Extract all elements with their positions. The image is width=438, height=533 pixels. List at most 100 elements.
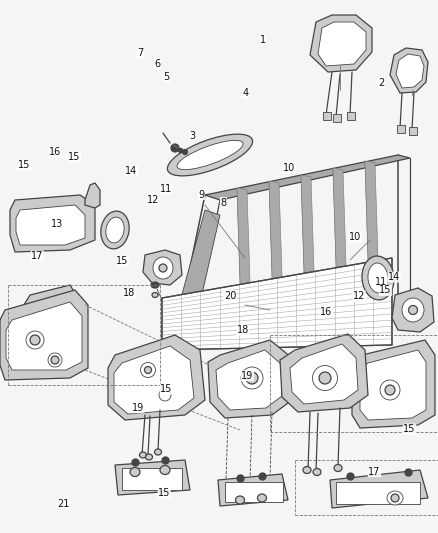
Ellipse shape [151, 282, 159, 288]
Text: 20: 20 [224, 291, 236, 301]
Ellipse shape [334, 464, 342, 472]
Text: 12: 12 [353, 291, 365, 301]
Polygon shape [360, 350, 426, 420]
Ellipse shape [303, 466, 311, 473]
Ellipse shape [319, 372, 331, 384]
Ellipse shape [258, 494, 266, 502]
Bar [397, 125, 405, 133]
Polygon shape [205, 155, 410, 200]
Ellipse shape [145, 454, 152, 460]
Text: 12: 12 [147, 195, 159, 205]
Text: 16: 16 [320, 307, 332, 317]
Text: 9: 9 [198, 190, 205, 199]
Text: 11: 11 [160, 184, 173, 194]
Ellipse shape [153, 257, 173, 279]
Ellipse shape [152, 293, 158, 297]
Polygon shape [0, 290, 88, 380]
Bar [122, 468, 182, 490]
Text: 14: 14 [388, 272, 400, 282]
Text: 1: 1 [260, 35, 266, 45]
Ellipse shape [171, 144, 179, 152]
Ellipse shape [48, 353, 62, 367]
Polygon shape [330, 470, 428, 508]
Polygon shape [10, 195, 95, 252]
Polygon shape [290, 344, 358, 404]
Ellipse shape [312, 366, 338, 391]
Text: 5: 5 [163, 72, 170, 82]
Ellipse shape [26, 331, 44, 349]
Polygon shape [333, 168, 348, 327]
Ellipse shape [139, 452, 146, 458]
Ellipse shape [409, 305, 417, 314]
Polygon shape [237, 188, 252, 342]
Text: 17: 17 [31, 251, 43, 261]
Polygon shape [6, 302, 82, 370]
Text: 15: 15 [379, 286, 392, 295]
Ellipse shape [177, 140, 243, 169]
Text: 15: 15 [18, 160, 30, 170]
Bar [409, 127, 417, 135]
Ellipse shape [141, 362, 155, 377]
Text: 15: 15 [158, 488, 170, 498]
Bar [225, 482, 283, 502]
Bar [336, 482, 420, 504]
Ellipse shape [155, 449, 162, 455]
Polygon shape [143, 250, 182, 285]
Polygon shape [108, 335, 205, 420]
Ellipse shape [167, 134, 253, 176]
Ellipse shape [313, 469, 321, 475]
Text: 7: 7 [137, 49, 143, 58]
Bar [333, 114, 341, 122]
Polygon shape [396, 54, 424, 88]
Polygon shape [85, 183, 100, 208]
Bar [347, 112, 355, 120]
Text: 11: 11 [375, 278, 387, 287]
Ellipse shape [241, 367, 263, 389]
Polygon shape [22, 285, 78, 325]
Polygon shape [310, 15, 372, 72]
Polygon shape [352, 340, 435, 428]
Ellipse shape [30, 335, 40, 345]
Ellipse shape [160, 465, 170, 474]
Ellipse shape [236, 496, 244, 504]
Text: 15: 15 [117, 256, 129, 266]
Text: 14: 14 [125, 166, 138, 175]
Polygon shape [269, 181, 284, 337]
Text: 21: 21 [57, 499, 70, 508]
Text: 15: 15 [160, 384, 173, 394]
Polygon shape [365, 161, 380, 322]
Polygon shape [115, 460, 190, 495]
Ellipse shape [159, 264, 167, 272]
Ellipse shape [387, 491, 403, 505]
Ellipse shape [368, 263, 388, 293]
Text: 19: 19 [241, 371, 254, 381]
Text: 6: 6 [155, 59, 161, 69]
Text: 15: 15 [68, 152, 81, 162]
Ellipse shape [362, 256, 394, 300]
Ellipse shape [402, 298, 424, 322]
Polygon shape [162, 258, 392, 350]
Ellipse shape [391, 494, 399, 502]
Polygon shape [390, 48, 428, 93]
Ellipse shape [51, 356, 59, 364]
Polygon shape [392, 288, 434, 332]
Ellipse shape [106, 217, 124, 243]
Polygon shape [301, 175, 316, 332]
Ellipse shape [145, 367, 152, 374]
Ellipse shape [183, 149, 187, 155]
Ellipse shape [380, 380, 400, 400]
Text: 18: 18 [123, 288, 135, 298]
Text: 19: 19 [132, 403, 144, 413]
Text: 15: 15 [403, 424, 416, 434]
Ellipse shape [130, 467, 140, 477]
Polygon shape [16, 205, 85, 245]
Text: 4: 4 [242, 88, 248, 98]
Text: 13: 13 [51, 219, 63, 229]
Polygon shape [218, 474, 288, 506]
Polygon shape [280, 334, 368, 412]
Text: 8: 8 [220, 198, 226, 207]
Text: 16: 16 [49, 147, 61, 157]
Text: 3: 3 [190, 131, 196, 141]
Ellipse shape [101, 211, 129, 249]
Ellipse shape [385, 385, 395, 395]
